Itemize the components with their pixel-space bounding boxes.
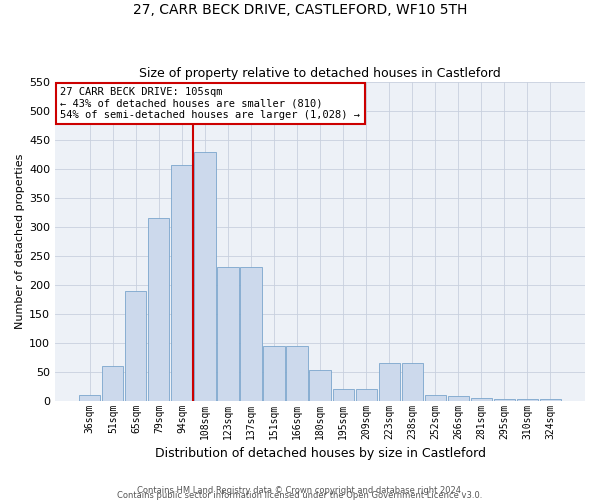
Text: Contains HM Land Registry data © Crown copyright and database right 2024.: Contains HM Land Registry data © Crown c… xyxy=(137,486,463,495)
Bar xyxy=(448,396,469,400)
Bar xyxy=(79,395,100,400)
Title: Size of property relative to detached houses in Castleford: Size of property relative to detached ho… xyxy=(139,66,501,80)
Bar xyxy=(310,370,331,400)
Bar xyxy=(470,398,492,400)
Text: Contains public sector information licensed under the Open Government Licence v3: Contains public sector information licen… xyxy=(118,490,482,500)
Bar xyxy=(148,218,169,400)
Bar xyxy=(401,363,423,401)
Bar xyxy=(332,389,353,400)
Bar xyxy=(379,363,400,401)
Bar xyxy=(540,399,561,400)
Bar xyxy=(125,290,146,401)
Bar xyxy=(356,389,377,400)
Bar xyxy=(194,152,215,400)
Bar xyxy=(241,268,262,400)
Text: 27 CARR BECK DRIVE: 105sqm
← 43% of detached houses are smaller (810)
54% of sem: 27 CARR BECK DRIVE: 105sqm ← 43% of deta… xyxy=(61,87,361,120)
Bar xyxy=(263,346,284,401)
Bar xyxy=(102,366,124,400)
Bar xyxy=(172,165,193,400)
Bar xyxy=(286,346,308,401)
X-axis label: Distribution of detached houses by size in Castleford: Distribution of detached houses by size … xyxy=(155,447,485,460)
Text: 27, CARR BECK DRIVE, CASTLEFORD, WF10 5TH: 27, CARR BECK DRIVE, CASTLEFORD, WF10 5T… xyxy=(133,2,467,16)
Bar xyxy=(217,268,239,400)
Y-axis label: Number of detached properties: Number of detached properties xyxy=(15,154,25,329)
Bar xyxy=(425,395,446,400)
Bar xyxy=(494,399,515,400)
